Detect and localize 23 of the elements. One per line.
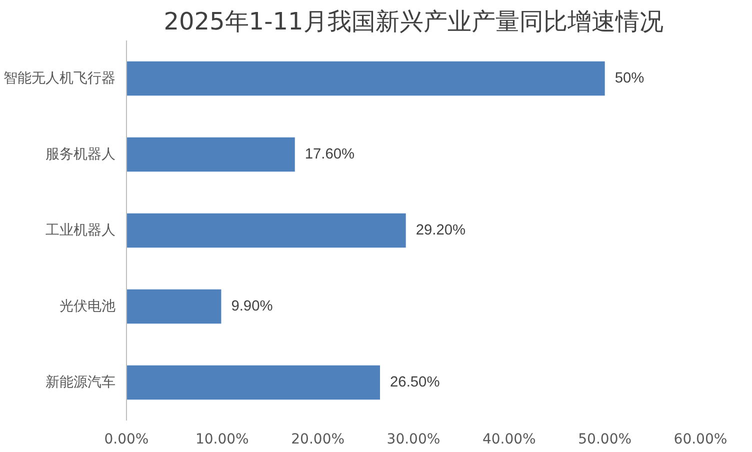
x-tick-label: 30.00% xyxy=(386,432,440,448)
x-tick-label: 0.00% xyxy=(104,432,149,448)
data-label: 9.90% xyxy=(231,298,273,314)
data-label: 26.50% xyxy=(390,374,440,390)
y-tick-label: 服务机器人 xyxy=(46,146,116,162)
bar xyxy=(126,365,380,400)
x-tick-label: 50.00% xyxy=(578,432,632,448)
x-tick-label: 40.00% xyxy=(482,432,536,448)
chart-title: 2025年1-11月我国新兴产业产量同比增速情况 xyxy=(164,8,664,36)
data-label: 17.60% xyxy=(304,146,355,162)
bar xyxy=(126,61,605,96)
data-label: 50% xyxy=(614,70,644,86)
y-tick-label: 光伏电池 xyxy=(60,298,116,314)
y-tick-label: 智能无人机飞行器 xyxy=(4,70,116,86)
data-label: 29.20% xyxy=(416,222,466,238)
bar xyxy=(126,137,295,172)
bar xyxy=(126,289,222,324)
bar xyxy=(126,213,406,248)
y-tick-label: 工业机器人 xyxy=(46,222,116,238)
x-tick-label: 60.00% xyxy=(674,432,728,448)
x-tick-label: 10.00% xyxy=(195,432,249,448)
y-tick-label: 新能源汽车 xyxy=(46,374,116,390)
x-tick-label: 20.00% xyxy=(291,432,345,448)
